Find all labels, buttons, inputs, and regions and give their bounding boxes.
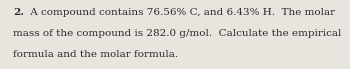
Text: mass of the compound is 282.0 g/mol.  Calculate the empirical: mass of the compound is 282.0 g/mol. Cal… (13, 29, 342, 38)
Text: formula and the molar formula.: formula and the molar formula. (13, 50, 179, 59)
Text: A compound contains 76.56% C, and 6.43% H.  The molar: A compound contains 76.56% C, and 6.43% … (28, 8, 336, 17)
Text: 2.: 2. (13, 8, 24, 17)
